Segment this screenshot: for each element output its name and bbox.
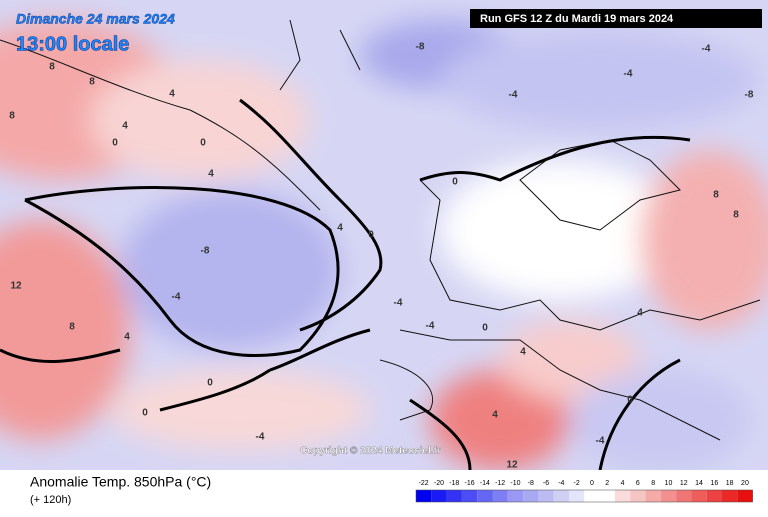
footer-lead: (+ 120h) [30, 494, 71, 506]
legend-swatch [737, 490, 753, 502]
copyright: Copyright © 2024 Meteociel.fr [300, 446, 441, 457]
contour-label: 4 [208, 169, 214, 180]
legend-swatch [538, 490, 554, 502]
contour-label: 12 [506, 460, 518, 471]
contour-label: 0 [112, 138, 118, 149]
contour-label: 0 [627, 395, 633, 406]
legend-frame [415, 489, 753, 503]
contour-label: 12 [10, 281, 22, 292]
legend-swatch [461, 490, 478, 502]
legend-label: 6 [636, 480, 640, 487]
legend-label: -16 [464, 480, 474, 487]
legend-swatch [492, 490, 508, 502]
legend-label: -6 [543, 480, 549, 487]
contour-lines [0, 98, 691, 471]
contour-label: 0 [207, 378, 213, 389]
legend-swatch [599, 490, 615, 502]
forecast-time: 13:00 locale [16, 33, 129, 55]
legend-swatch [584, 490, 600, 502]
coastlines [0, 19, 761, 441]
contour-label: 4 [122, 121, 128, 132]
legend-swatch [614, 490, 631, 502]
contour-label: -4 [624, 69, 633, 80]
legend-label: -4 [558, 480, 564, 487]
legend-swatch [431, 490, 447, 502]
contour-label: 8 [9, 111, 15, 122]
contour-label: -4 [702, 44, 711, 55]
footer-title: Anomalie Temp. 850hPa (°C) [30, 474, 211, 490]
legend-label: -10 [510, 480, 520, 487]
legend-label: -12 [495, 480, 505, 487]
legend-label: 20 [741, 480, 749, 487]
legend-swatch [569, 490, 585, 502]
contour-label: 8 [89, 77, 95, 88]
legend-label: -22 [419, 480, 429, 487]
legend-swatch [722, 490, 738, 502]
contour-label: -8 [416, 42, 425, 53]
legend-label: -2 [574, 480, 580, 487]
legend-label: 0 [590, 480, 594, 487]
legend-label: 16 [710, 480, 718, 487]
run-info: Run GFS 12 Z du Mardi 19 mars 2024 [480, 13, 674, 25]
legend-swatch [523, 490, 539, 502]
contour-label: 4 [637, 308, 643, 319]
contour-label: 8 [49, 62, 55, 73]
legend-swatch [416, 490, 432, 502]
legend-label: 12 [680, 480, 688, 487]
contour-label: 0 [142, 408, 148, 419]
contour-label: -8 [745, 90, 754, 101]
legend-label: -14 [480, 480, 490, 487]
run-box [470, 9, 762, 28]
contour-label: -4 [596, 436, 605, 447]
contour-label: 4 [492, 410, 498, 421]
contour-label: -4 [256, 432, 265, 443]
contour-label: 8 [713, 190, 719, 201]
forecast-date: Dimanche 24 mars 2024 [16, 11, 175, 27]
legend-swatch [676, 490, 692, 502]
contour-label: 4 [337, 223, 343, 234]
contour-label: 8 [69, 322, 75, 333]
contour-label: -4 [509, 90, 518, 101]
contour-label: 0 [200, 138, 206, 149]
legend-swatch [507, 490, 524, 502]
contour-label: -4 [394, 298, 403, 309]
legend-label: 10 [665, 480, 673, 487]
legend-label: -8 [528, 480, 534, 487]
legend-swatch [446, 490, 462, 502]
legend-label: -18 [449, 480, 459, 487]
legend-swatch [706, 490, 722, 502]
contour-label: 4 [124, 332, 130, 343]
contour-label: 0 [482, 323, 488, 334]
legend: -22 -20 -18 -16 -14 -12 -10 -8 -6 -4 -2 0 2 4 6 8 10 12 14… [415, 480, 753, 503]
legend-swatch [645, 490, 661, 502]
contour-label: 0 [368, 230, 374, 241]
legend-label: 14 [695, 480, 703, 487]
legend-label: 18 [726, 480, 734, 487]
legend-swatch [477, 490, 493, 502]
contour-label: 0 [452, 177, 458, 188]
legend-swatch [660, 490, 677, 502]
legend-label: 8 [651, 480, 655, 487]
legend-label: -20 [434, 480, 444, 487]
contour-label: -8 [201, 246, 210, 257]
contour-label: 8 [733, 210, 739, 221]
legend-label: 2 [605, 480, 609, 487]
legend-swatch [630, 490, 646, 502]
contour-label: 4 [520, 347, 526, 358]
contour-label: 4 [169, 89, 175, 100]
legend-swatch [553, 490, 569, 502]
legend-label: 4 [621, 480, 625, 487]
contour-label: -4 [426, 321, 435, 332]
legend-swatch [691, 490, 707, 502]
contour-label: -4 [172, 292, 181, 303]
